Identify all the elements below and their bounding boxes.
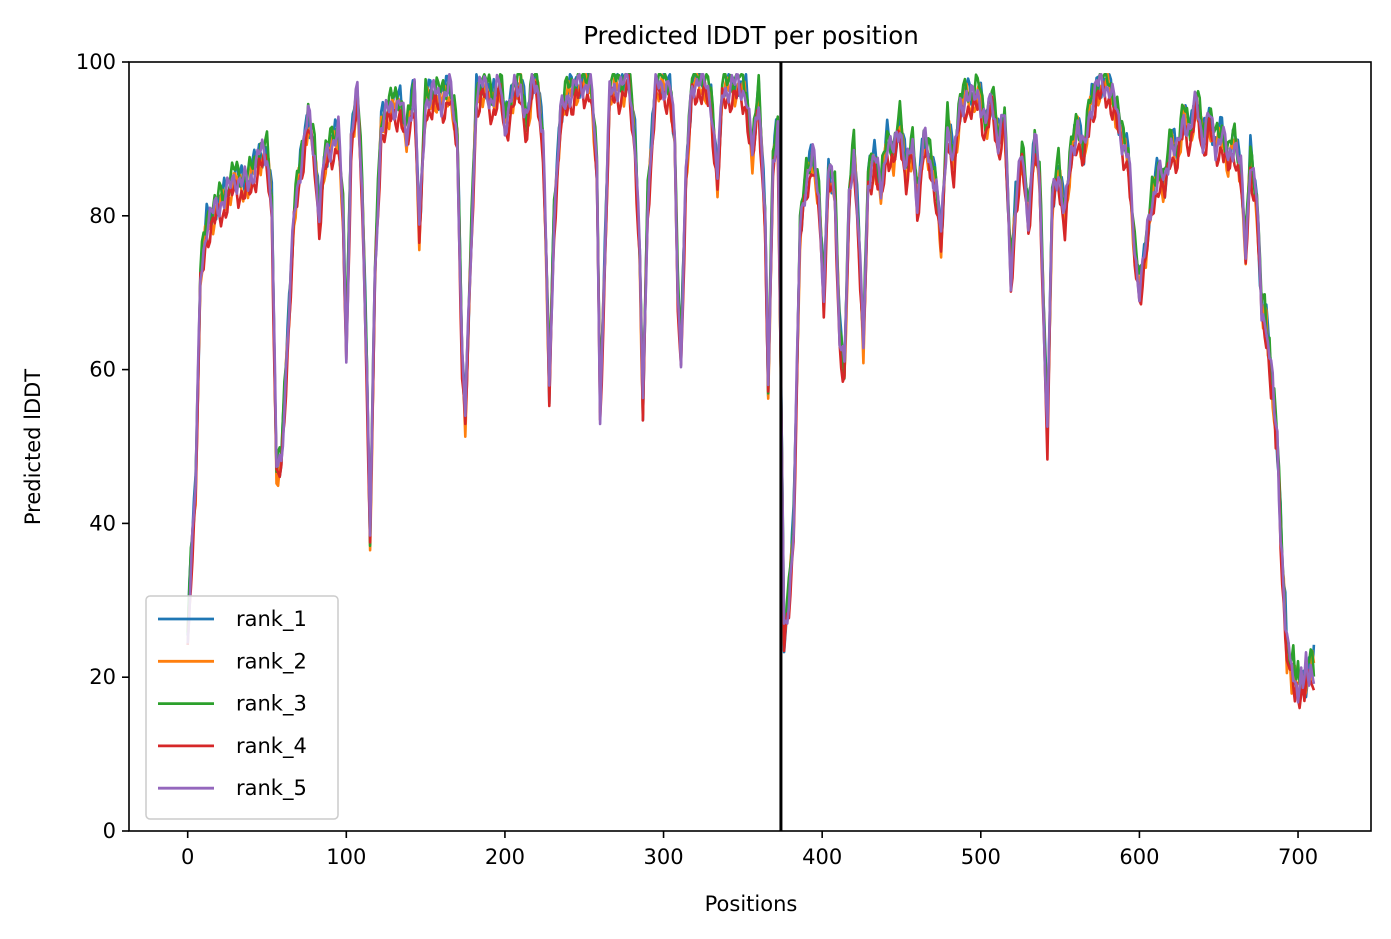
x-tick-label: 200	[485, 845, 525, 869]
y-axis: 0 20 40 60 80 100	[76, 50, 129, 843]
x-tick-label: 400	[802, 845, 842, 869]
x-tick-label: 100	[326, 845, 366, 869]
y-tick-label: 40	[89, 511, 116, 535]
chart-title: Predicted lDDT per position	[583, 21, 919, 50]
x-tick-label: 700	[1278, 845, 1318, 869]
x-tick-label: 300	[644, 845, 684, 869]
y-axis-title: Predicted lDDT	[21, 369, 45, 525]
legend-box	[145, 595, 339, 820]
legend-label: rank_3	[236, 692, 307, 717]
y-tick-label: 80	[89, 204, 116, 228]
y-tick-label: 60	[89, 358, 116, 382]
series-line-rank_5	[186, 73, 1316, 704]
legend-label: rank_5	[236, 776, 307, 801]
x-tick-label: 500	[961, 845, 1001, 869]
y-tick-label: 100	[76, 50, 116, 74]
legend-label: rank_1	[236, 607, 307, 632]
y-tick-label: 0	[103, 819, 116, 843]
legend-label: rank_2	[236, 649, 307, 674]
y-tick-label: 20	[89, 665, 116, 689]
x-axis: 0 100 200 300 400 500 600 700	[181, 831, 1318, 869]
legend: rank_1 rank_2 rank_3 rank_4 rank_5	[145, 595, 339, 820]
plot-area	[186, 62, 1316, 831]
x-tick-label: 0	[181, 845, 194, 869]
plot-frame	[128, 61, 1372, 832]
legend-label: rank_4	[236, 734, 307, 759]
x-axis-title: Positions	[705, 892, 798, 916]
x-tick-label: 600	[1119, 845, 1159, 869]
